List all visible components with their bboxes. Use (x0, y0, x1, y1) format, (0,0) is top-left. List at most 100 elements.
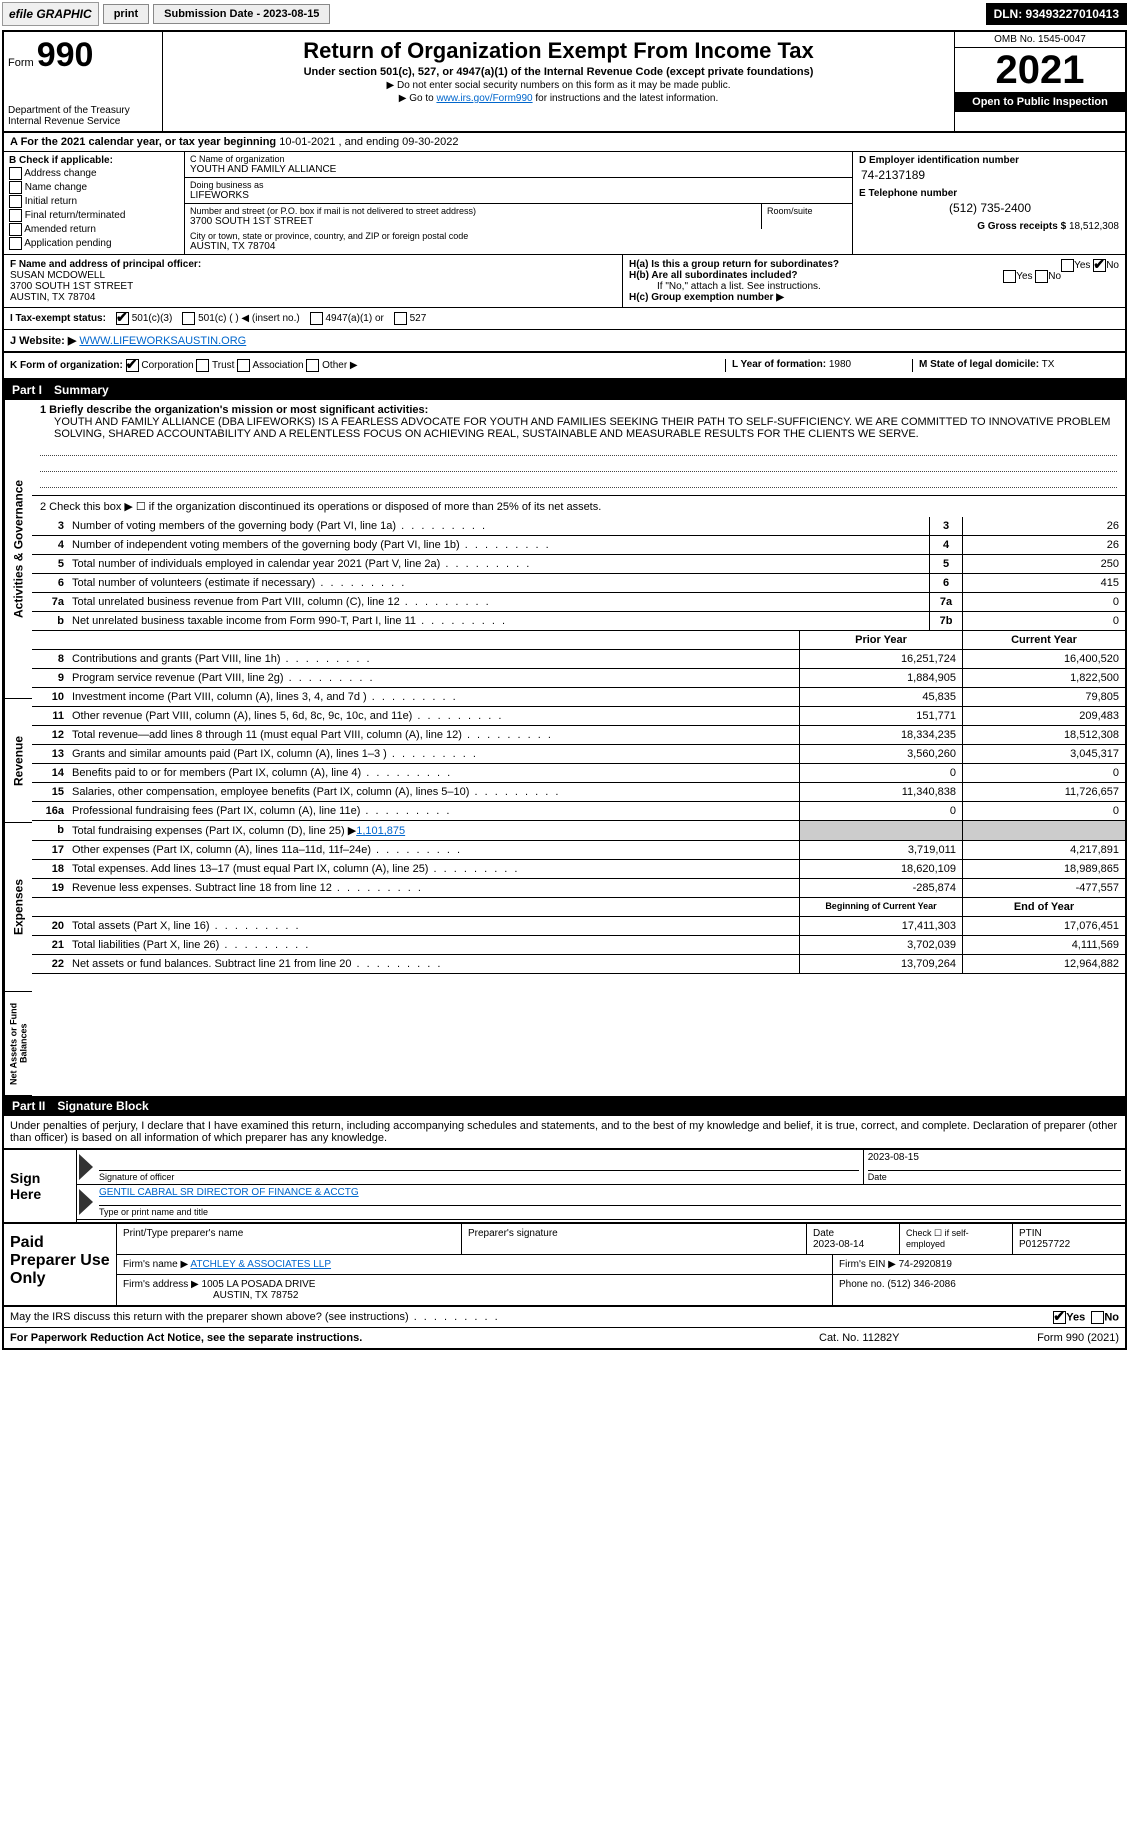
footer: For Paperwork Reduction Act Notice, see … (4, 1328, 1125, 1348)
org-name: YOUTH AND FAMILY ALLIANCE (190, 164, 847, 175)
year-formation: 1980 (829, 359, 851, 370)
entity-info: B Check if applicable: Address change Na… (4, 152, 1125, 255)
line-3: 3 Number of voting members of the govern… (32, 517, 1125, 536)
chk-other[interactable] (306, 359, 319, 372)
chk-discuss-yes[interactable] (1053, 1311, 1066, 1324)
chk-address-change[interactable] (9, 167, 22, 180)
discuss-row: May the IRS discuss this return with the… (4, 1307, 1125, 1328)
firm-addr1: 1005 LA POSADA DRIVE (202, 1279, 316, 1290)
form-footer: Form 990 (2021) (969, 1332, 1119, 1344)
dept-label: Department of the Treasury (8, 105, 158, 116)
open-public-badge: Open to Public Inspection (955, 92, 1125, 112)
chk-501c[interactable] (182, 312, 195, 325)
note-ssn: ▶ Do not enter social security numbers o… (171, 80, 946, 91)
chk-hb-yes[interactable] (1003, 270, 1016, 283)
website-link[interactable]: WWW.LIFEWORKSAUSTIN.ORG (79, 335, 246, 347)
omb-number: OMB No. 1545-0047 (955, 32, 1125, 48)
line-19: 19 Revenue less expenses. Subtract line … (32, 879, 1125, 898)
officer-addr2: AUSTIN, TX 78704 (10, 292, 95, 303)
state-domicile: TX (1042, 359, 1055, 370)
summary-body: Activities & Governance Revenue Expenses… (4, 400, 1125, 1096)
phone: (512) 735-2400 (859, 199, 1119, 221)
sign-date: 2023-08-15 (868, 1152, 1121, 1171)
tax-status-row: I Tax-exempt status: 501(c)(3) 501(c) ( … (4, 308, 1125, 330)
ptin: P01257722 (1019, 1239, 1070, 1250)
street-address: 3700 SOUTH 1ST STREET (190, 216, 756, 227)
city-state-zip: AUSTIN, TX 78704 (190, 241, 847, 252)
line-8: 8 Contributions and grants (Part VIII, l… (32, 650, 1125, 669)
line-12: 12 Total revenue—add lines 8 through 11 … (32, 726, 1125, 745)
irs-label: Internal Revenue Service (8, 116, 158, 127)
side-tabs: Activities & Governance Revenue Expenses… (4, 400, 32, 1096)
chk-corp[interactable] (126, 359, 139, 372)
line-21: 21 Total liabilities (Part X, line 26) 3… (32, 936, 1125, 955)
col-d-ein-phone: D Employer identification number 74-2137… (852, 152, 1125, 254)
firm-addr2: AUSTIN, TX 78752 (123, 1290, 298, 1301)
sign-here-label: Sign Here (4, 1150, 77, 1222)
part2-header: Part II Signature Block (4, 1096, 1125, 1116)
line-22: 22 Net assets or fund balances. Subtract… (32, 955, 1125, 974)
firm-phone: (512) 346-2086 (887, 1279, 955, 1290)
arrow-icon (79, 1154, 93, 1180)
prep-date: 2023-08-14 (813, 1239, 864, 1250)
period-end: 09-30-2022 (402, 136, 458, 148)
firm-ein: 74-2920819 (899, 1259, 952, 1270)
tab-revenue: Revenue (4, 699, 32, 823)
form-header: Form 990 Department of the Treasury Inte… (4, 32, 1125, 133)
fundraising-exp-link[interactable]: 1,101,875 (356, 825, 405, 837)
tab-governance: Activities & Governance (4, 400, 32, 699)
efile-label: efile GRAPHIC (2, 2, 99, 26)
chk-amended[interactable] (9, 223, 22, 236)
q1-mission: 1 Briefly describe the organization's mi… (32, 400, 1125, 496)
period-row: A For the 2021 calendar year, or tax yea… (4, 133, 1125, 152)
form-990-container: Form 990 Department of the Treasury Inte… (2, 30, 1127, 1350)
q2: 2 Check this box ▶ ☐ if the organization… (32, 496, 1125, 517)
form-prefix: Form (8, 57, 34, 69)
line-5: 5 Total number of individuals employed i… (32, 555, 1125, 574)
net-header: Beginning of Current Year End of Year (32, 898, 1125, 917)
form-title: Return of Organization Exempt From Incom… (171, 38, 946, 64)
chk-initial-return[interactable] (9, 195, 22, 208)
ein: 74-2137189 (859, 166, 1119, 188)
top-bar: efile GRAPHIC print Submission Date - 20… (0, 0, 1129, 28)
irs-link[interactable]: www.irs.gov/Form990 (436, 93, 532, 104)
row-f-h: F Name and address of principal officer:… (4, 255, 1125, 308)
chk-final-return[interactable] (9, 209, 22, 222)
note-link: ▶ Go to www.irs.gov/Form990 for instruct… (171, 93, 946, 104)
firm-name-link[interactable]: ATCHLEY & ASSOCIATES LLP (190, 1259, 331, 1270)
website-row: J Website: ▶ WWW.LIFEWORKSAUSTIN.ORG (4, 330, 1125, 353)
chk-trust[interactable] (196, 359, 209, 372)
paid-preparer-block: Paid Preparer Use Only Print/Type prepar… (4, 1222, 1125, 1307)
officer-addr1: 3700 SOUTH 1ST STREET (10, 281, 133, 292)
sign-here-block: Sign Here Signature of officer 2023-08-1… (4, 1149, 1125, 1222)
room-suite-lbl: Room/suite (762, 204, 852, 229)
chk-ha-no[interactable] (1093, 259, 1106, 272)
arrow-icon (79, 1189, 93, 1215)
chk-527[interactable] (394, 312, 407, 325)
line-16a: 16a Professional fundraising fees (Part … (32, 802, 1125, 821)
chk-assoc[interactable] (237, 359, 250, 372)
col-c-org-info: C Name of organization YOUTH AND FAMILY … (185, 152, 852, 254)
line-11: 11 Other revenue (Part VIII, column (A),… (32, 707, 1125, 726)
chk-4947[interactable] (310, 312, 323, 325)
chk-discuss-no[interactable] (1091, 1311, 1104, 1324)
chk-app-pending[interactable] (9, 237, 22, 250)
tax-year: 2021 (955, 48, 1125, 92)
chk-name-change[interactable] (9, 181, 22, 194)
chk-ha-yes[interactable] (1061, 259, 1074, 272)
submission-date-button[interactable]: Submission Date - 2023-08-15 (153, 4, 330, 24)
penalty-text: Under penalties of perjury, I declare th… (4, 1116, 1125, 1149)
header-right: OMB No. 1545-0047 2021 Open to Public In… (954, 32, 1125, 131)
header-mid: Return of Organization Exempt From Incom… (163, 32, 954, 131)
print-button[interactable]: print (103, 4, 149, 24)
officer-name: SUSAN MCDOWELL (10, 270, 105, 281)
chk-501c3[interactable] (116, 312, 129, 325)
officer-signature-name[interactable]: GENTIL CABRAL SR DIRECTOR OF FINANCE & A… (99, 1187, 1121, 1206)
pra-notice: For Paperwork Reduction Act Notice, see … (10, 1332, 819, 1344)
tab-net-assets: Net Assets or Fund Balances (4, 992, 32, 1096)
line-10: 10 Investment income (Part VIII, column … (32, 688, 1125, 707)
chk-hb-no[interactable] (1035, 270, 1048, 283)
mission-text: YOUTH AND FAMILY ALLIANCE (DBA LIFEWORKS… (40, 416, 1117, 440)
form-number: 990 (37, 36, 94, 74)
line-20: 20 Total assets (Part X, line 16) 17,411… (32, 917, 1125, 936)
